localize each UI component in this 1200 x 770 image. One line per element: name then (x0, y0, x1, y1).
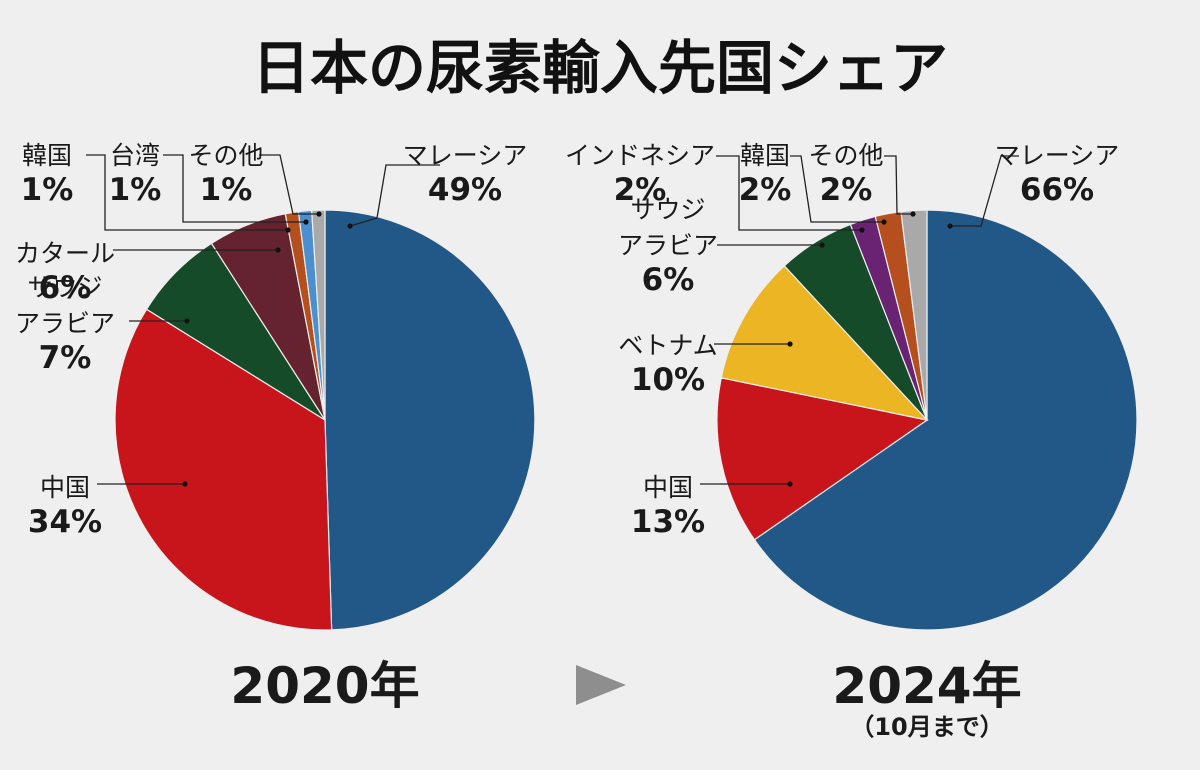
slice-name-1-3-1: アラビア (618, 231, 718, 260)
slice-name-0-1-0: 中国 (40, 473, 90, 502)
year-label-2020: 2020年 (230, 657, 419, 715)
slice-name-1-0-0: マレーシア (995, 141, 1120, 170)
slice-label-0-5: 台湾1% (109, 141, 162, 208)
slice-name-0-4-0: 韓国 (22, 141, 72, 170)
leader-line-0-6 (259, 154, 319, 215)
slice-value-1-5: 2% (739, 172, 792, 208)
pie-slice-1-0 (753, 209, 1138, 631)
slice-name-0-2-1: アラビア (15, 309, 115, 338)
slice-value-0-2: 7% (39, 340, 92, 376)
slice-value-0-4: 1% (21, 172, 74, 208)
leader-dot-1-6 (910, 211, 916, 217)
right-triangle-icon (576, 665, 626, 705)
year-label-2024: 2024年 (832, 657, 1021, 715)
pie-slice-1-2 (720, 265, 929, 421)
slice-value-0-0: 49% (428, 172, 502, 208)
leader-dot-1-5 (881, 219, 887, 225)
slice-labels: マレーシア49%中国34%サウジアラビア7%カタール6%韓国1%台湾1%その他1… (15, 141, 1119, 540)
slice-name-0-5-0: 台湾 (110, 141, 160, 170)
leader-dot-1-4 (859, 227, 865, 233)
pie-chart-2024 (716, 209, 1138, 631)
pie-slice-0-1 (114, 308, 333, 631)
slice-name-1-1-0: 中国 (643, 473, 693, 502)
slice-value-0-3: 6% (39, 270, 92, 306)
leader-dot-1-1 (787, 481, 793, 487)
period-note: （10月まで） (850, 713, 1003, 741)
slice-name-0-6-0: その他 (188, 141, 263, 170)
slice-value-0-5: 1% (109, 172, 162, 208)
pie-slice-1-1 (716, 377, 929, 541)
slice-name-1-5-0: 韓国 (740, 141, 790, 170)
leader-line-1-0 (950, 155, 1019, 227)
leader-line-0-0 (349, 164, 440, 227)
pie-slice-1-6 (900, 209, 928, 421)
slice-name-1-3-0: サウジ (630, 195, 705, 224)
pie-slice-0-6 (311, 209, 326, 421)
leader-dot-0-0 (347, 223, 353, 229)
leader-dot-0-3 (275, 247, 281, 253)
slice-value-1-1: 13% (631, 504, 705, 540)
leader-dot-1-3 (819, 242, 825, 248)
pie-slice-0-0 (324, 209, 536, 631)
leader-dot-0-6 (316, 211, 322, 217)
leader-line-1-5 (790, 155, 884, 223)
leader-dot-1-2 (787, 341, 793, 347)
slice-label-0-4: 韓国1% (21, 141, 74, 208)
leader-line-1-4 (716, 155, 862, 231)
slice-label-1-5: 韓国2% (739, 141, 792, 208)
leader-line-0-5 (163, 154, 306, 223)
slice-name-0-0-0: マレーシア (403, 141, 528, 170)
leader-dot-0-1 (182, 481, 188, 487)
slice-value-0-1: 34% (28, 504, 102, 540)
leader-lines (86, 154, 1019, 487)
slice-name-1-2-0: ベトナム (618, 331, 717, 360)
pie-chart-2020 (114, 209, 536, 631)
chart-title: 日本の尿素輸入先国シェア (252, 34, 948, 102)
slice-name-1-6-0: その他 (808, 141, 883, 170)
leader-line-0-4 (86, 154, 288, 231)
leader-dot-0-4 (285, 227, 291, 233)
slice-value-1-3: 6% (642, 262, 695, 298)
slice-name-0-3-0: カタール (15, 239, 115, 268)
slice-value-1-6: 2% (820, 172, 873, 208)
slice-name-0-2-0: サウジ (27, 273, 102, 302)
slice-name-1-4-0: インドネシア (565, 141, 715, 170)
leader-line-1-6 (884, 155, 913, 215)
slice-value-1-0: 66% (1020, 172, 1094, 208)
slice-value-1-4: 2% (614, 172, 667, 208)
slice-value-0-6: 1% (200, 172, 253, 208)
leader-dot-1-0 (947, 223, 953, 229)
leader-dot-0-5 (303, 219, 309, 225)
leader-dot-0-2 (184, 318, 190, 324)
slice-value-1-2: 10% (631, 362, 705, 398)
